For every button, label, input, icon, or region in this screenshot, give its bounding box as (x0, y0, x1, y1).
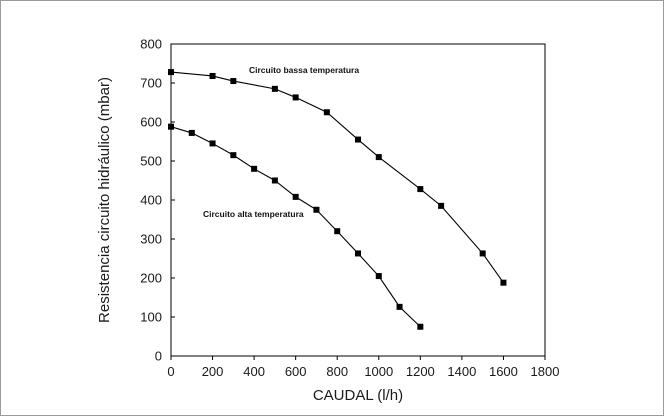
data-point (313, 206, 320, 213)
data-point (396, 303, 403, 310)
y-tick-label: 300 (140, 232, 162, 247)
y-tick-label: 500 (140, 154, 162, 169)
x-tick-label: 1800 (531, 364, 560, 379)
y-tick-label: 800 (140, 37, 162, 52)
data-point (334, 228, 341, 235)
x-tick-label: 0 (167, 364, 174, 379)
data-point (271, 85, 278, 92)
data-point (500, 279, 507, 286)
data-point (271, 177, 278, 184)
y-tick-label: 0 (155, 349, 162, 364)
data-point (251, 165, 258, 172)
y-axis-title: Resistencia circuito hidráulico (mbar) (96, 77, 113, 323)
data-point (209, 72, 216, 79)
x-tick-label: 200 (202, 364, 224, 379)
data-point (292, 94, 299, 101)
series-line (170, 126, 421, 328)
data-point (168, 69, 174, 76)
x-tick-label: 1000 (364, 364, 393, 379)
y-axis: 0 100 200 300 400 500 600 700 800 (140, 37, 175, 364)
x-tick-label: 800 (326, 364, 348, 379)
data-point (479, 250, 486, 257)
x-axis-title: CAUDAL (l/h) (313, 387, 403, 404)
series-1 (168, 69, 507, 286)
y-tick-label: 100 (140, 310, 162, 325)
data-point (168, 123, 174, 130)
x-tick-label: 1600 (489, 364, 518, 379)
x-tick-label: 600 (285, 364, 307, 379)
data-point (230, 78, 237, 85)
series-line (170, 71, 504, 283)
x-axis: 0 200 400 600 800 1000 1200 1400 1600 1800 (167, 356, 559, 379)
data-point (292, 193, 299, 200)
y-tick-label: 600 (140, 115, 162, 130)
data-point (188, 129, 195, 136)
data-point (375, 154, 382, 161)
data-point (355, 250, 361, 257)
data-point (375, 273, 382, 280)
data-point (417, 186, 424, 193)
series-2 (168, 123, 424, 330)
series-label-alta: Circuito alta temperatura (203, 209, 304, 219)
data-point (355, 136, 361, 143)
data-point (323, 109, 330, 116)
series-layer (168, 69, 507, 330)
series-label-bassa: Circuito bassa temperatura (249, 65, 359, 75)
data-point (417, 323, 424, 330)
x-tick-label: 1400 (447, 364, 476, 379)
y-tick-label: 700 (140, 76, 162, 91)
plot-area (170, 43, 546, 357)
data-point (438, 202, 445, 209)
data-point (209, 140, 216, 147)
data-point (230, 152, 237, 159)
y-tick-label: 200 (140, 271, 162, 286)
y-tick-label: 400 (140, 193, 162, 208)
x-tick-label: 1200 (406, 364, 435, 379)
x-tick-label: 400 (243, 364, 265, 379)
